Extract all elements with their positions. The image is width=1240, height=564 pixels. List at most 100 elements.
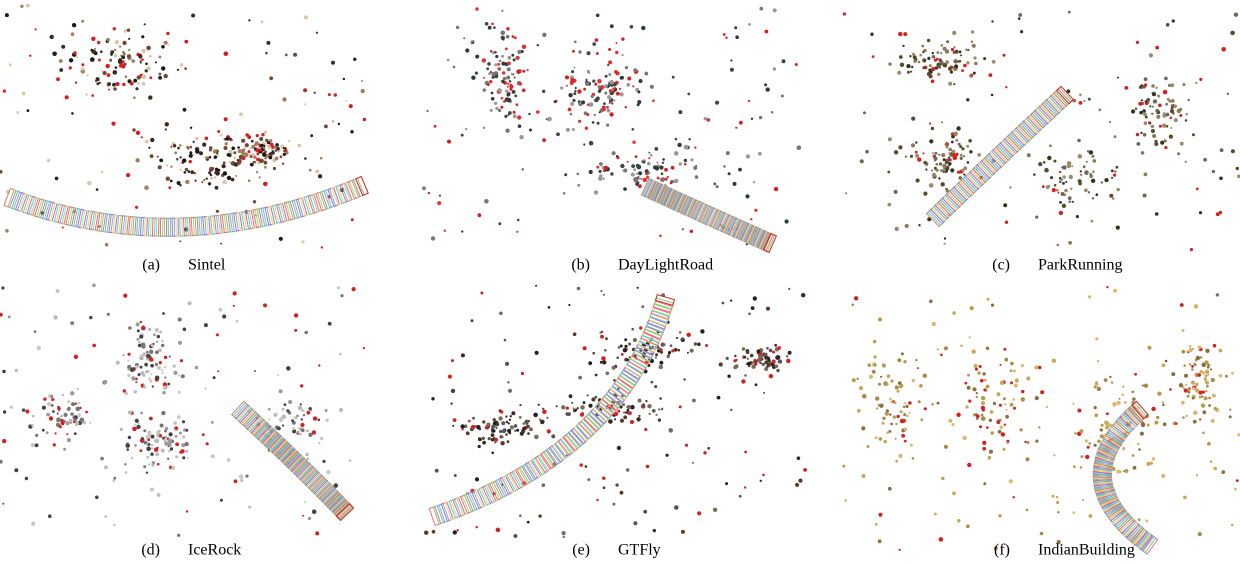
point — [923, 374, 927, 378]
point — [282, 97, 286, 101]
point — [164, 436, 167, 439]
point — [679, 162, 682, 165]
point — [95, 496, 99, 500]
point — [931, 80, 935, 84]
point — [674, 348, 678, 352]
point — [897, 71, 901, 75]
point — [844, 499, 847, 502]
point — [882, 363, 884, 365]
point — [882, 422, 885, 425]
point — [1131, 391, 1134, 394]
point — [715, 101, 719, 105]
point — [645, 400, 647, 402]
point — [1124, 401, 1126, 403]
point — [1080, 170, 1082, 172]
point — [434, 125, 437, 128]
point — [142, 352, 146, 356]
point — [639, 326, 642, 329]
point — [971, 30, 974, 33]
point — [116, 82, 120, 86]
point — [1035, 216, 1038, 219]
point — [490, 109, 493, 112]
point — [965, 49, 967, 51]
camera-frame — [966, 172, 983, 189]
point — [591, 95, 594, 98]
camera-frame — [12, 191, 24, 210]
point — [168, 186, 171, 189]
point — [692, 399, 696, 403]
point — [339, 408, 343, 412]
point — [1181, 401, 1185, 405]
point — [901, 352, 904, 355]
caption-label: (c) — [992, 257, 1010, 274]
point — [363, 347, 365, 349]
camera-frame — [19, 194, 30, 213]
point — [471, 319, 474, 322]
point — [444, 230, 446, 232]
point — [1080, 466, 1083, 469]
point — [762, 358, 764, 360]
point — [900, 419, 905, 424]
point — [1143, 194, 1147, 198]
point — [1012, 398, 1015, 401]
point — [1117, 77, 1119, 79]
point — [1005, 415, 1009, 419]
point — [1182, 416, 1185, 419]
point — [1201, 403, 1205, 407]
point — [60, 419, 63, 422]
point — [159, 73, 162, 76]
point — [504, 339, 507, 342]
point — [940, 354, 943, 357]
point — [227, 458, 231, 462]
point — [1077, 139, 1081, 143]
point — [1003, 203, 1007, 207]
point — [503, 428, 507, 432]
point — [1205, 349, 1209, 353]
point — [182, 435, 186, 439]
point — [913, 60, 916, 63]
point — [684, 163, 687, 166]
point — [563, 192, 566, 195]
point — [514, 77, 516, 79]
point — [619, 88, 621, 90]
point — [1021, 397, 1025, 401]
point — [47, 159, 50, 162]
point — [1236, 167, 1239, 170]
point — [211, 421, 214, 424]
point — [64, 420, 66, 422]
point — [1052, 495, 1055, 498]
point — [735, 359, 737, 361]
point — [592, 42, 596, 46]
point — [1085, 439, 1088, 442]
point — [556, 132, 560, 136]
point — [146, 456, 149, 459]
point — [118, 58, 122, 62]
point — [269, 139, 272, 142]
point — [1184, 374, 1188, 378]
point — [56, 417, 61, 422]
point — [1149, 105, 1151, 107]
point — [1150, 462, 1153, 465]
point — [1148, 346, 1152, 350]
point — [915, 141, 917, 143]
point — [156, 341, 158, 343]
point — [592, 352, 595, 355]
point — [501, 436, 504, 439]
point — [911, 143, 915, 147]
point — [887, 374, 891, 378]
point — [570, 113, 573, 116]
point — [142, 74, 147, 79]
point — [1140, 132, 1142, 134]
point — [1114, 135, 1117, 138]
point — [104, 465, 108, 469]
point — [179, 144, 182, 147]
point — [298, 406, 303, 411]
point — [1185, 384, 1187, 386]
point — [797, 456, 801, 460]
point — [688, 138, 690, 140]
point — [983, 482, 986, 485]
point — [1190, 248, 1193, 251]
point — [990, 431, 994, 435]
point — [993, 402, 996, 405]
point — [943, 158, 946, 161]
